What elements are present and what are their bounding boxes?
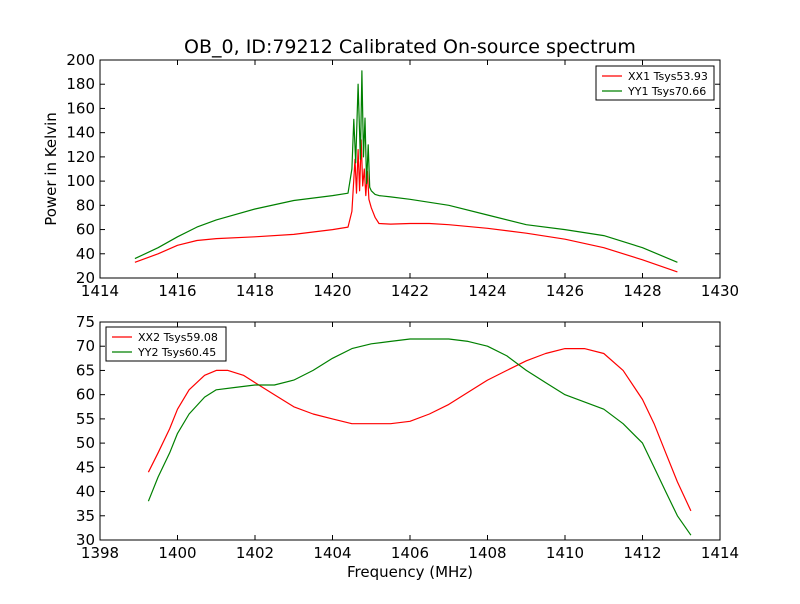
legend-entry: XX1 Tsys53.93: [628, 70, 708, 83]
y-tick-label: 100: [66, 172, 95, 190]
x-tick-label: 1410: [546, 544, 584, 562]
y-tick-label: 30: [76, 531, 95, 549]
y-tick-label: 20: [76, 269, 95, 287]
y-tick-label: 35: [76, 507, 95, 525]
y-tick-label: 45: [76, 458, 95, 476]
y-tick-label: 70: [76, 337, 95, 355]
y-tick-label: 75: [76, 313, 95, 331]
x-tick-label: 1430: [701, 282, 739, 300]
y-tick-label: 65: [76, 361, 95, 379]
x-tick-label: 1422: [391, 282, 429, 300]
x-tick-label: 1408: [468, 544, 506, 562]
x-tick-label: 1428: [623, 282, 661, 300]
series-line-1-1: [134, 139, 678, 273]
series-line-2-1: [147, 348, 692, 512]
x-tick-label: 1416: [158, 282, 196, 300]
panel-2: 1398 1400 1402 1404 1406 1408 1410 1412 1414 30 35…: [76, 313, 739, 562]
y-tick-label: 60: [76, 221, 95, 239]
series-line-1-2: [134, 70, 678, 263]
y-tick-label: 40: [76, 483, 95, 501]
chart-title: OB_0, ID:79212 Calibrated On-source spec…: [184, 36, 636, 58]
x-tick-label: 1418: [236, 282, 274, 300]
x-tick-label: 1402: [236, 544, 274, 562]
x-axis-label: Frequency (MHz): [347, 563, 473, 581]
x-tick-label: 1426: [546, 282, 584, 300]
legend-2: XX2 Tsys59.08 YY2 Tsys60.45: [105, 326, 227, 362]
x-tick-label: 1400: [158, 544, 196, 562]
x-tick-label: 1412: [623, 544, 661, 562]
legend-entry: YY1 Tsys70.66: [627, 85, 706, 98]
panel-1: 1414 1416 1418 1420 1422 1424 1426 1428 1430 20 40…: [42, 51, 739, 300]
legend-box: [105, 326, 227, 362]
x-tick-label: 1414: [701, 544, 739, 562]
legend-entry: YY2 Tsys60.45: [137, 346, 216, 359]
x-tick-label: 1406: [391, 544, 429, 562]
x-tick-label: 1414: [81, 282, 119, 300]
y-tick-label: 50: [76, 434, 95, 452]
y-tick-label: 140: [66, 124, 95, 142]
series-line-2-2: [147, 338, 692, 536]
y-tick-label: 160: [66, 99, 95, 117]
x-tick-label: 1398: [81, 544, 119, 562]
y-tick-label: 55: [76, 410, 95, 428]
x-tick-label: 1404: [313, 544, 351, 562]
y-axis-label: Power in Kelvin: [42, 112, 60, 226]
plots: 1414 1416 1418 1420 1422 1424 1426 1428 1430 20 40…: [42, 51, 739, 562]
x-tick-label: 1424: [468, 282, 506, 300]
legend-entry: XX2 Tsys59.08: [138, 331, 218, 344]
legend-box: [595, 65, 715, 101]
x-tick-label: 1420: [313, 282, 351, 300]
y-tick-label: 60: [76, 386, 95, 404]
y-tick-label: 40: [76, 245, 95, 263]
legend-1: XX1 Tsys53.93 YY1 Tsys70.66: [595, 65, 715, 101]
y-tick-label: 120: [66, 148, 95, 166]
y-tick-label: 80: [76, 196, 95, 214]
y-tick-label: 200: [66, 51, 95, 69]
y-tick-label: 180: [66, 75, 95, 93]
